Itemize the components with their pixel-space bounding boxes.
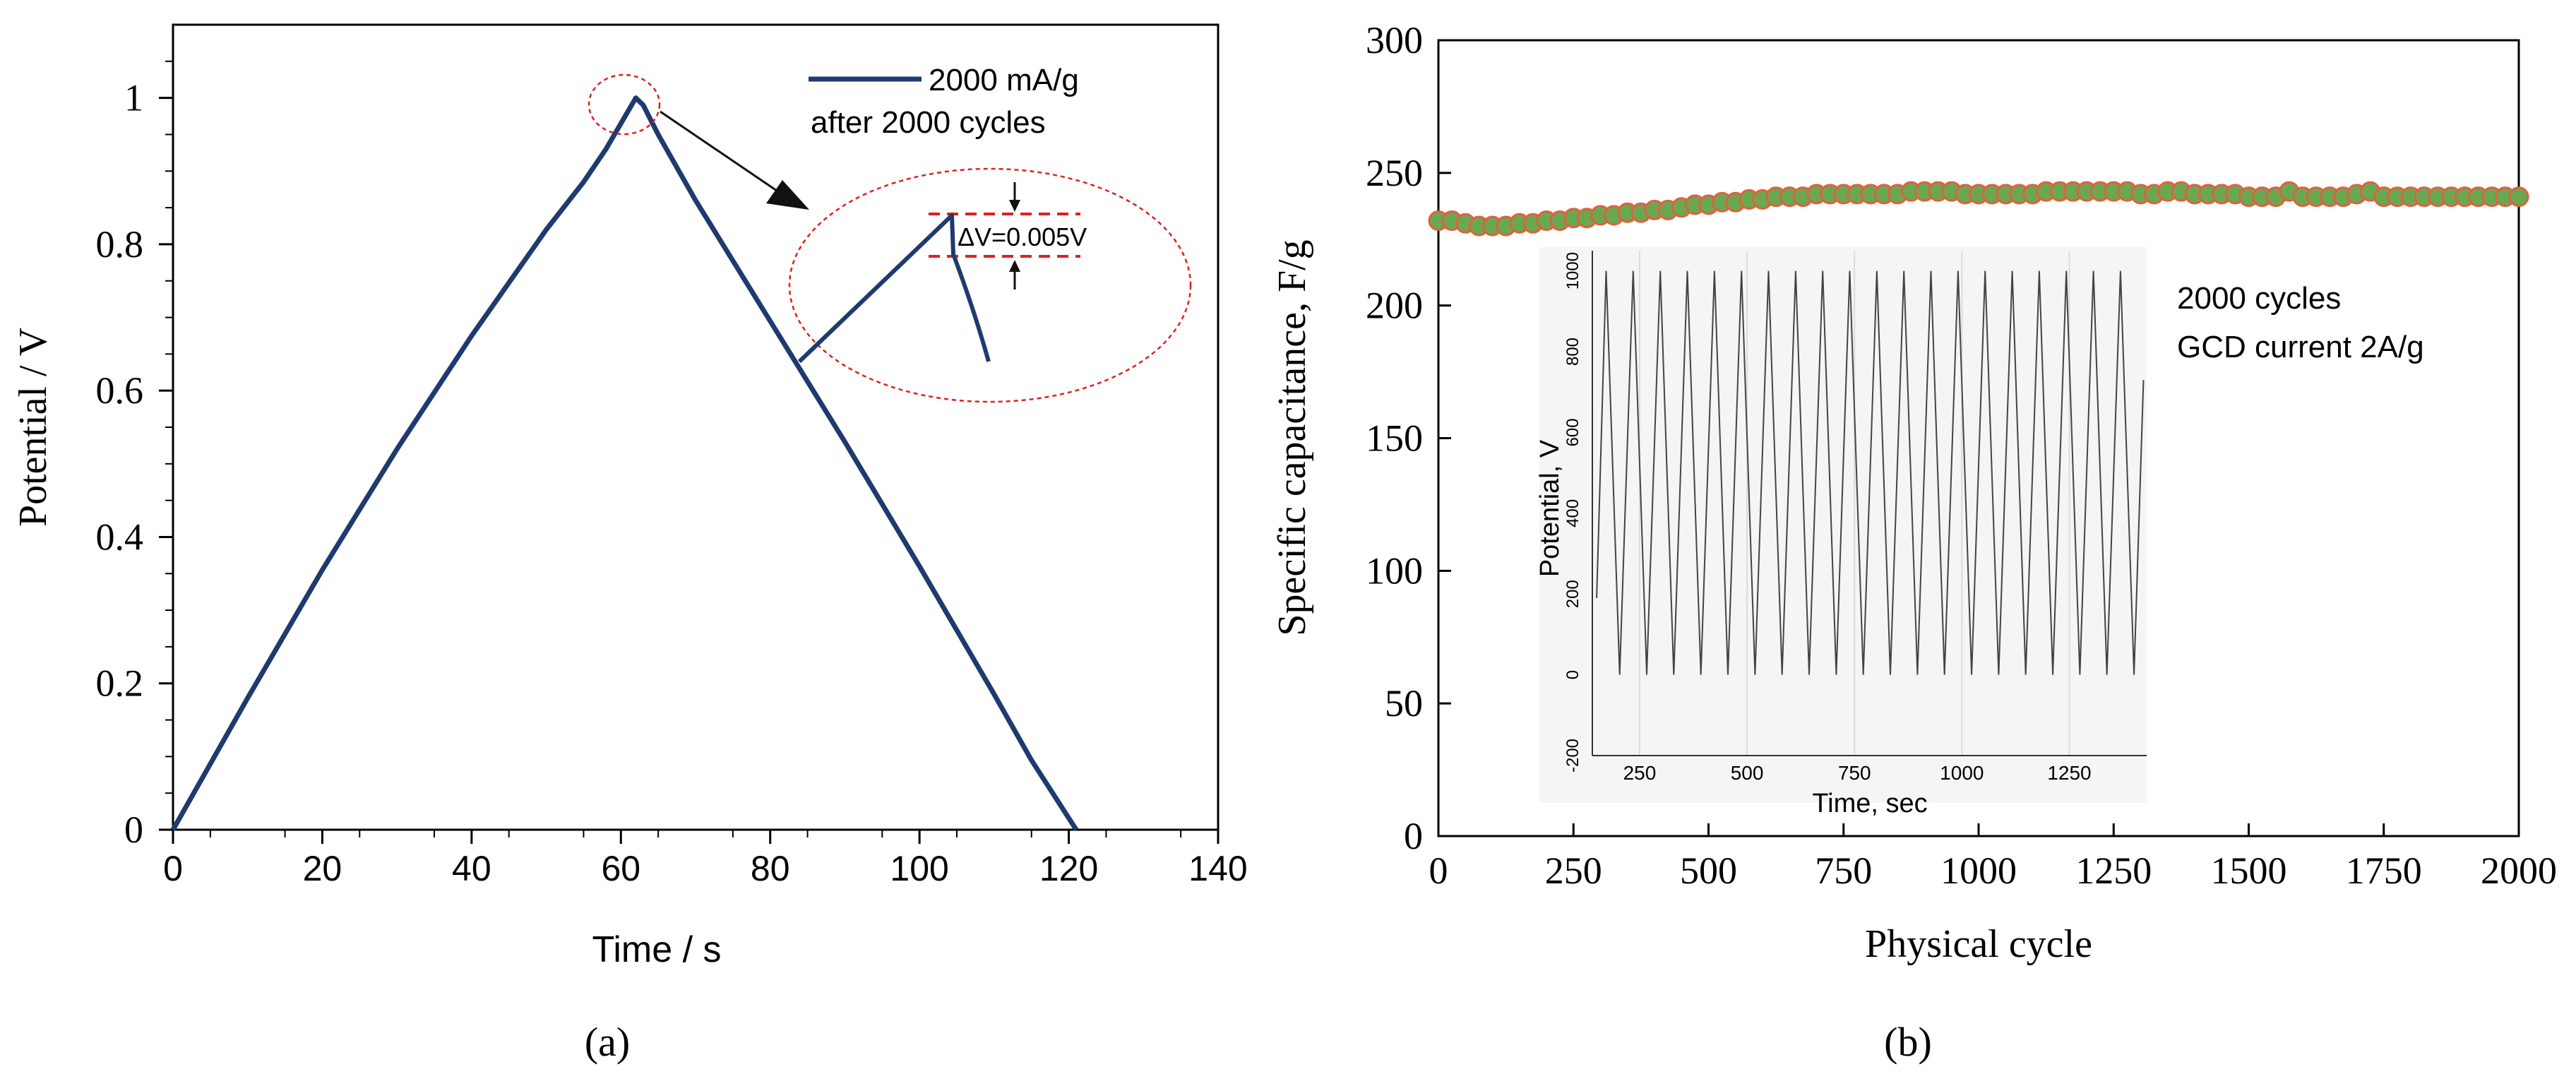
chart-b-y-tick-label: 0 <box>1404 815 1423 857</box>
chart-b-inset-y-tick-label: 400 <box>1563 499 1582 527</box>
chart-b-panel-label: (b) <box>1884 1019 1932 1065</box>
chart-a: 0 20 40 60 80 100 120 140 0 0.2 0.4 0.6 0.8 1 Time /… <box>11 23 1248 1065</box>
chart-a-peak-highlight <box>588 73 661 136</box>
chart-a-zoom-curve <box>797 213 991 364</box>
chart-a-x-ticks: 0 20 40 60 80 100 120 140 <box>163 830 1248 888</box>
chart-a-series-line <box>170 95 1079 831</box>
chart-b-y-tick-label: 250 <box>1366 152 1423 194</box>
chart-a-zoom-up-arrowhead <box>1009 260 1020 272</box>
chart-a-delta-v-label: ΔV=0.005V <box>958 222 1087 251</box>
chart-b-ylabel: Specific capacitance, F/g <box>1270 239 1314 636</box>
chart-b-x-ticks: 0 250 500 750 1000 1250 1500 1750 2000 <box>1429 823 2557 892</box>
chart-b-x-tick-label: 1500 <box>2211 849 2287 892</box>
chart-b-y-tick-label: 100 <box>1366 549 1423 592</box>
chart-b-x-tick-label: 500 <box>1680 849 1737 892</box>
chart-a-legend: 2000 mA/g after 2000 cycles <box>809 63 1079 140</box>
chart-b-inset-x-ticks: 250 500 750 1000 1250 <box>1623 762 2092 784</box>
chart-a-zoom-arrow-line <box>660 110 777 192</box>
chart-b-inset-y-tick-label: 0 <box>1563 670 1582 679</box>
chart-b-inset-series-line <box>1596 270 2145 675</box>
chart-b-x-tick-label: 1000 <box>1940 849 2017 892</box>
chart-b-inset-y-tick-label: 800 <box>1563 338 1582 366</box>
chart-b-inset-x-tick-label: 1250 <box>2047 762 2091 784</box>
chart-b-inset-background <box>1539 247 2147 803</box>
chart-b-inset: 250 500 750 1000 1250 -20002004006008001000 … <box>1535 247 2147 818</box>
chart-b-x-tick-label: 1250 <box>2075 849 2152 892</box>
chart-b-x-tick-label: 1750 <box>2346 849 2422 892</box>
chart-b-annotation-current: GCD current 2A/g <box>2177 330 2424 364</box>
chart-b-xlabel: Physical cycle <box>1865 922 2092 966</box>
chart-a-x-tick-label: 20 <box>303 849 342 888</box>
chart-a-x-tick-label: 80 <box>751 849 790 888</box>
chart-a-ylabel: Potential / V <box>11 328 55 527</box>
chart-a-legend-subtitle: after 2000 cycles <box>811 105 1046 140</box>
chart-b-x-tick-label: 2000 <box>2481 849 2557 892</box>
chart-a-y-tick-label: 0.8 <box>96 223 144 266</box>
chart-a-frame <box>172 23 1220 831</box>
chart-a-zoom-arrowhead <box>766 180 809 210</box>
chart-a-x-tick-label: 100 <box>890 849 948 888</box>
chart-b-inset-x-tick-label: 500 <box>1731 762 1764 784</box>
chart-a-legend-entry: 2000 mA/g <box>929 63 1079 97</box>
chart-b-inset-x-tick-label: 750 <box>1838 762 1871 784</box>
chart-b-y-tick-label: 50 <box>1385 682 1423 725</box>
chart-b-inset-y-tick-label: 600 <box>1563 418 1582 446</box>
chart-a-panel-label: (a) <box>585 1019 630 1065</box>
chart-b-inset-x-tick-label: 1000 <box>1940 762 1984 784</box>
chart-b: 0 250 500 750 1000 1250 1500 1750 2000 050100150… <box>1270 19 2557 1065</box>
chart-b-inset-y-ticks: -200 0 200 400 600 800 1000 <box>1563 252 1582 773</box>
chart-a-x-tick-label: 120 <box>1039 849 1098 888</box>
chart-a-x-tick-label: 60 <box>601 849 640 888</box>
chart-a-zoom-ellipse <box>788 167 1192 403</box>
chart-a-y-tick-label: 0.4 <box>96 515 144 558</box>
chart-a-y-tick-label: 0.6 <box>96 369 144 412</box>
chart-b-series-points <box>1428 181 2529 237</box>
chart-b-inset-ylabel: Potential, V <box>1535 439 1565 577</box>
chart-b-x-tick-label: 250 <box>1545 849 1602 892</box>
chart-b-y-tick-label: 200 <box>1366 285 1423 327</box>
chart-b-inset-y-tick-label: -200 <box>1563 739 1582 773</box>
chart-a-y-tick-label: 1 <box>124 77 143 119</box>
chart-b-annotation-cycles: 2000 cycles <box>2177 281 2341 316</box>
chart-b-inset-y-tick-label: 1000 <box>1563 252 1582 290</box>
chart-b-inset-grid <box>1638 251 2070 756</box>
chart-a-y-tick-label: 0.2 <box>96 662 144 705</box>
chart-b-x-tick-label: 750 <box>1815 849 1872 892</box>
chart-b-inset-y-tick-label: 200 <box>1563 580 1582 608</box>
chart-a-xlabel: Time / s <box>592 929 722 970</box>
chart-b-y-tick-label: 300 <box>1366 19 1423 61</box>
chart-b-inset-x-tick-label: 250 <box>1623 762 1657 784</box>
chart-a-y-tick-label: 0 <box>124 809 143 851</box>
chart-a-zoom-annotation: ΔV=0.005V <box>588 73 1192 403</box>
chart-b-y-tick-label: 150 <box>1366 417 1423 460</box>
chart-a-x-tick-label: 140 <box>1188 849 1247 888</box>
chart-a-y-ticks: 0 0.2 0.4 0.6 0.8 1 <box>96 60 173 851</box>
chart-a-x-tick-label: 0 <box>163 849 183 888</box>
chart-b-y-ticks: 0 50 100 150 200 250 300 <box>1366 19 1451 857</box>
chart-b-x-tick-label: 0 <box>1429 849 1448 892</box>
chart-a-zoom-down-arrowhead <box>1009 200 1020 212</box>
chart-b-data-point <box>2508 186 2529 208</box>
chart-b-inset-xlabel: Time, sec <box>1812 789 1927 818</box>
chart-a-x-tick-label: 40 <box>452 849 491 888</box>
